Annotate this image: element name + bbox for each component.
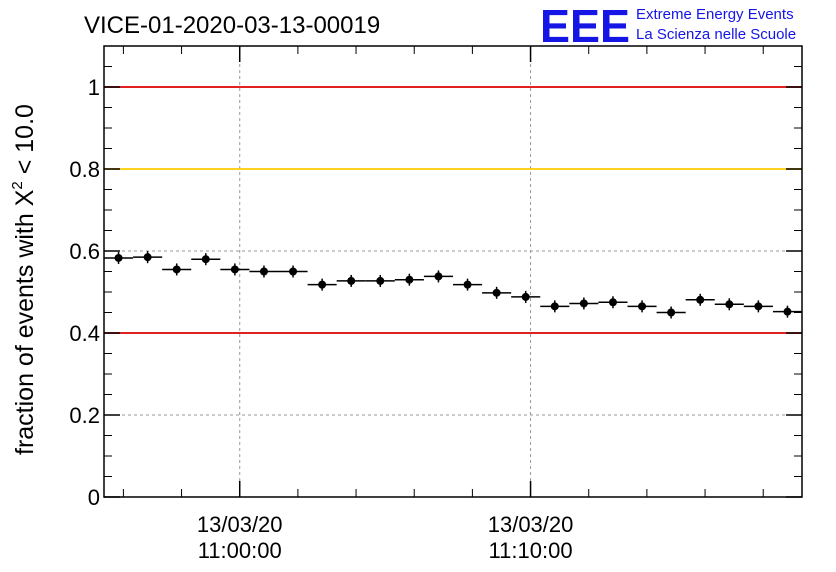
data-points xyxy=(104,251,802,319)
data-point xyxy=(714,298,744,311)
data-point xyxy=(656,306,686,319)
data-point xyxy=(336,274,366,287)
point-marker xyxy=(696,295,705,304)
point-marker xyxy=(114,253,123,262)
data-point xyxy=(453,278,483,291)
logo-mark: EEE xyxy=(540,0,630,52)
y-axis-title: fraction of events with X2 < 10.0 xyxy=(9,104,39,455)
point-marker xyxy=(667,308,676,317)
data-point xyxy=(743,300,773,313)
y-tick-label: 0.6 xyxy=(69,239,100,264)
data-point xyxy=(772,305,802,318)
data-point xyxy=(598,296,628,309)
data-point xyxy=(104,251,134,264)
data-point xyxy=(220,263,250,276)
point-marker xyxy=(347,276,356,285)
data-point xyxy=(191,253,221,266)
data-point xyxy=(394,273,424,286)
point-marker xyxy=(259,267,268,276)
y-tick-label: 0.4 xyxy=(69,321,100,346)
data-point xyxy=(627,300,657,313)
y-tick-label: 1 xyxy=(88,75,100,100)
point-marker xyxy=(725,300,734,309)
point-marker xyxy=(638,302,647,311)
data-point xyxy=(685,293,715,306)
logo-line-1: Extreme Energy Events xyxy=(636,6,794,23)
point-marker xyxy=(492,288,501,297)
plot-frame xyxy=(103,45,803,498)
point-marker xyxy=(289,267,298,276)
eee-logo: EEE Extreme Energy Events La Scienza nel… xyxy=(540,0,796,52)
point-marker xyxy=(201,255,210,264)
point-marker xyxy=(172,265,181,274)
data-point xyxy=(278,265,308,278)
x-tick-label-date: 13/03/20 xyxy=(488,512,574,537)
point-marker xyxy=(230,265,239,274)
axis-ticks xyxy=(104,46,802,498)
data-point xyxy=(249,265,279,278)
x-tick-label-time: 11:00:00 xyxy=(198,538,282,563)
chart-title: VICE-01-2020-03-13-00019 xyxy=(84,12,380,39)
point-marker xyxy=(579,299,588,308)
point-marker xyxy=(405,275,414,284)
data-point xyxy=(511,290,541,303)
y-tick-label: 0.8 xyxy=(69,157,100,182)
data-point xyxy=(162,263,192,276)
x-tick-label-date: 13/03/20 xyxy=(197,512,283,537)
point-marker xyxy=(463,280,472,289)
threshold-lines xyxy=(104,86,802,334)
grid-lines xyxy=(104,46,802,497)
data-point xyxy=(365,274,395,287)
data-point xyxy=(540,300,570,313)
logo-line-2: La Scienza nelle Scuole xyxy=(636,26,796,43)
point-marker xyxy=(318,280,327,289)
y-tick-label: 0 xyxy=(88,485,100,510)
point-marker xyxy=(608,298,617,307)
y-tick-label: 0.2 xyxy=(69,403,100,428)
y-tick-labels: 0 0.2 0.4 0.6 0.8 1 xyxy=(69,75,100,510)
data-point xyxy=(307,278,337,291)
point-marker xyxy=(550,302,559,311)
point-marker xyxy=(376,276,385,285)
data-point xyxy=(569,297,599,310)
data-point xyxy=(482,286,512,299)
point-marker xyxy=(434,272,443,281)
data-point xyxy=(423,270,453,283)
data-point xyxy=(133,251,163,264)
point-marker xyxy=(143,253,152,262)
point-marker xyxy=(521,292,530,301)
x-tick-label-time: 11:10:00 xyxy=(489,538,573,563)
point-marker xyxy=(754,302,763,311)
point-marker xyxy=(783,307,792,316)
